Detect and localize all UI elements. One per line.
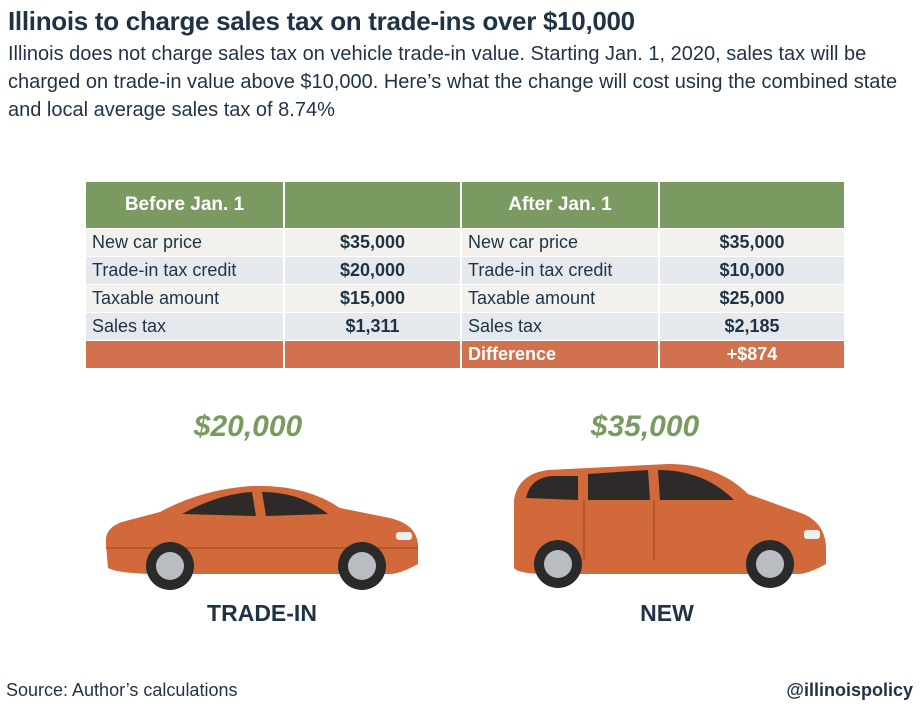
new-label: NEW xyxy=(640,600,694,626)
difference-blank-2 xyxy=(284,340,462,369)
row-value-after: $25,000 xyxy=(659,284,846,313)
row-value-before: $15,000 xyxy=(284,284,462,313)
social-handle: @illinoispolicy xyxy=(786,680,913,700)
row-label-after: New car price xyxy=(461,228,660,257)
row-value-after: $10,000 xyxy=(659,256,846,285)
row-value-before: $20,000 xyxy=(284,256,462,285)
difference-value: +$874 xyxy=(659,340,846,369)
row-label-after: Taxable amount xyxy=(461,284,660,313)
table-row: Trade-in tax credit $20,000 Trade-in tax… xyxy=(86,256,846,285)
sedan-icon xyxy=(105,485,419,590)
new-price: $35,000 xyxy=(590,410,700,443)
table-row: New car price $35,000 New car price $35,… xyxy=(86,228,846,257)
difference-label: Difference xyxy=(461,340,660,369)
header-before-blank xyxy=(284,182,462,229)
row-label-before: Sales tax xyxy=(86,312,285,341)
table-row: Taxable amount $15,000 Taxable amount $2… xyxy=(86,284,846,313)
row-label-after: Sales tax xyxy=(461,312,660,341)
row-label-before: New car price xyxy=(86,228,285,257)
row-value-after: $2,185 xyxy=(659,312,846,341)
trade-in-price: $20,000 xyxy=(193,410,303,443)
difference-row: Difference +$874 xyxy=(86,340,846,369)
table-row: Sales tax $1,311 Sales tax $2,185 xyxy=(86,312,846,341)
page-subtitle: Illinois does not charge sales tax on ve… xyxy=(8,43,898,121)
header-after-blank xyxy=(659,182,846,229)
comparison-table: Before Jan. 1 After Jan. 1 New car price… xyxy=(86,182,846,369)
row-label-before: Taxable amount xyxy=(86,284,285,313)
source-note: Source: Author’s calculations xyxy=(6,680,238,700)
row-value-before: $35,000 xyxy=(284,228,462,257)
minivan-icon xyxy=(514,464,826,588)
row-label-after: Trade-in tax credit xyxy=(461,256,660,285)
header-before: Before Jan. 1 xyxy=(86,182,285,229)
difference-blank-1 xyxy=(86,340,285,369)
trade-in-label: TRADE-IN xyxy=(207,600,317,626)
page-title: Illinois to charge sales tax on trade-in… xyxy=(8,6,635,36)
row-value-after: $35,000 xyxy=(659,228,846,257)
header-after: After Jan. 1 xyxy=(461,182,660,229)
row-value-before: $1,311 xyxy=(284,312,462,341)
table-header-row: Before Jan. 1 After Jan. 1 xyxy=(86,182,846,229)
row-label-before: Trade-in tax credit xyxy=(86,256,285,285)
